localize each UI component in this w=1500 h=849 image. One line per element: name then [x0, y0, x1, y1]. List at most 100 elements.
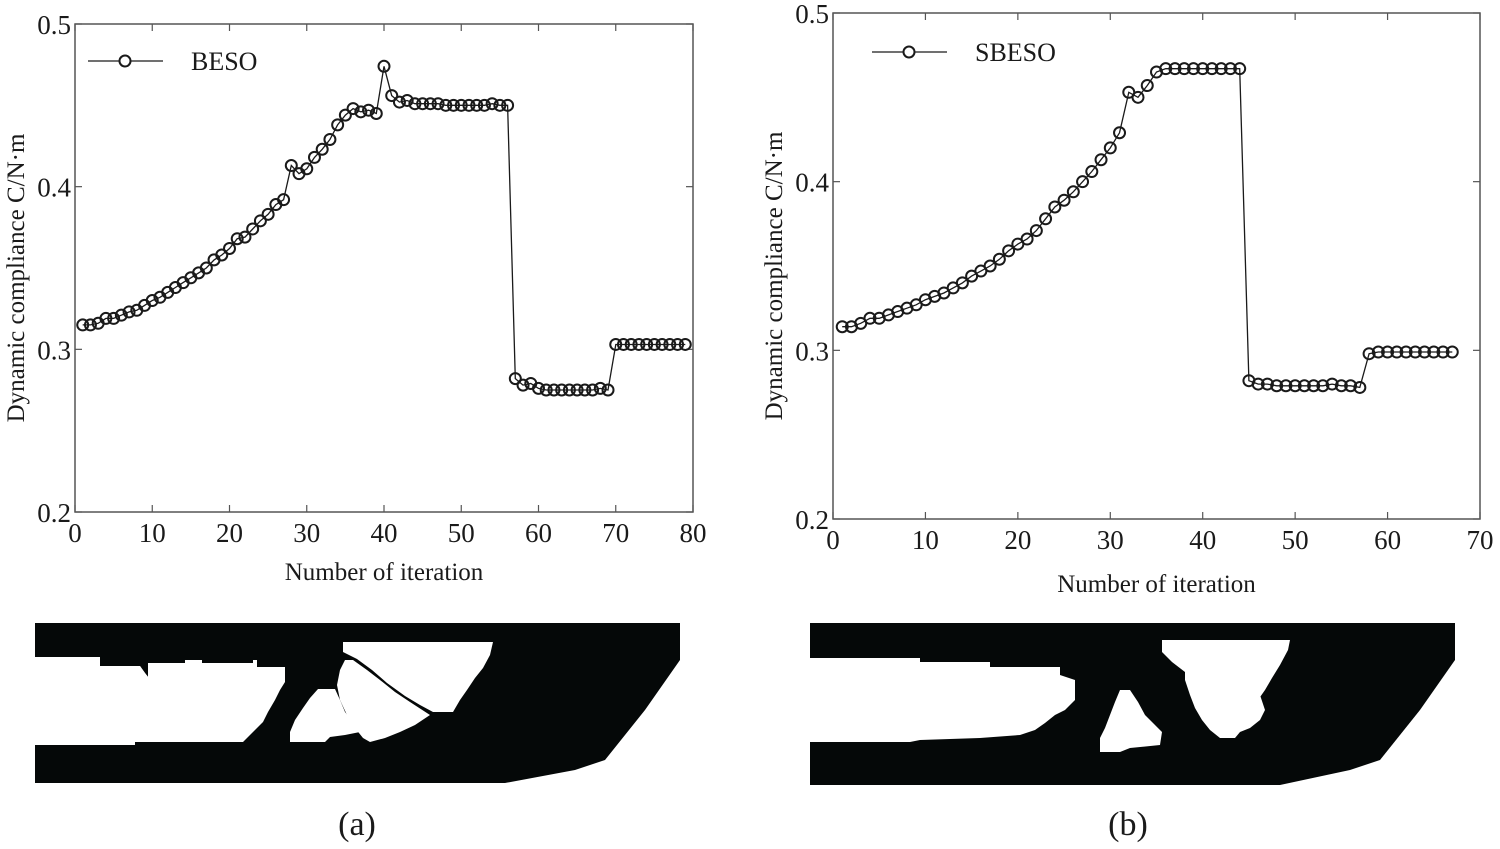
y-tick-label: 0.4: [37, 173, 71, 203]
x-tick-label: 20: [216, 518, 243, 548]
data-point-marker: [1408, 345, 1422, 359]
data-point-marker: [76, 318, 90, 332]
data-point-marker: [539, 383, 553, 397]
data-point-marker: [215, 248, 229, 262]
data-point-marker: [1177, 62, 1191, 76]
x-tick-label: 60: [1374, 525, 1401, 555]
data-point-marker: [640, 337, 654, 351]
data-point-marker: [284, 159, 298, 173]
data-point-marker: [955, 276, 969, 290]
data-point-marker: [532, 381, 545, 395]
data-point-marker: [1307, 379, 1321, 393]
data-point-marker: [508, 372, 522, 386]
x-tick-label: 0: [68, 518, 82, 548]
data-point-marker: [1048, 200, 1062, 214]
data-point-marker: [377, 59, 391, 73]
data-point-marker: [1251, 377, 1265, 391]
y-tick-label: 0.2: [795, 505, 829, 535]
data-point-marker: [1445, 345, 1459, 359]
data-point-marker: [107, 311, 121, 325]
data-point-marker: [331, 118, 345, 132]
chart-a: 0 10 20 30 40 50 60 70 80 0.2 0.3 0.4 0.5 Number of i…: [3, 10, 707, 586]
data-point-marker: [323, 132, 337, 146]
data-point-marker: [1085, 165, 1099, 179]
data-point-marker: [83, 318, 97, 332]
data-point-marker: [1270, 379, 1284, 393]
x-tick-label: 40: [371, 518, 398, 548]
caption-b: (b): [1108, 806, 1148, 843]
beso-topology-image: [35, 620, 683, 785]
data-point-marker: [199, 261, 213, 275]
data-point-marker: [1325, 377, 1339, 391]
data-point-marker: [1279, 379, 1293, 393]
data-point-marker: [99, 311, 113, 325]
data-point-marker: [678, 337, 692, 351]
y-axis-label: Dynamic compliance C/N·m: [761, 131, 788, 420]
data-point-marker: [1362, 347, 1376, 361]
data-point-marker: [1233, 62, 1247, 76]
data-point-marker: [454, 98, 468, 112]
data-point-marker: [1214, 62, 1228, 76]
data-point-marker: [261, 207, 275, 221]
legend-marker-icon: [902, 45, 916, 59]
data-point-marker: [1316, 379, 1330, 393]
data-point-marker: [253, 214, 267, 228]
x-tick-label: 50: [1282, 525, 1309, 555]
x-axis-label: Number of iteration: [1057, 571, 1256, 598]
data-point-marker: [1094, 153, 1108, 167]
data-point-marker: [315, 142, 329, 156]
data-point-marker: [114, 308, 128, 322]
x-tick-label: 60: [525, 518, 552, 548]
data-point-marker: [547, 383, 561, 397]
data-point-marker: [300, 162, 314, 176]
data-point-marker: [601, 383, 615, 397]
data-point-marker: [246, 222, 260, 236]
series-line: [82, 66, 686, 391]
data-point-marker: [1353, 380, 1367, 394]
legend: BESO: [88, 47, 257, 76]
caption-a: (a): [338, 806, 376, 843]
y-axis-label: Dynamic compliance C/N·m: [3, 133, 30, 422]
y-tick-label: 0.4: [795, 168, 829, 198]
x-tick-label: 10: [139, 518, 166, 548]
plot-frame: [74, 23, 694, 513]
data-point-marker: [462, 98, 476, 112]
data-point-marker: [1020, 232, 1034, 246]
data-point-marker: [439, 98, 453, 112]
x-tick-label: 30: [1097, 525, 1124, 555]
data-point-marker: [493, 98, 507, 112]
data-point-marker: [122, 305, 136, 319]
topology-structure-b: [810, 620, 1458, 785]
data-point-marker: [593, 381, 607, 395]
data-point-marker: [423, 97, 437, 111]
x-tick-label: 70: [602, 518, 629, 548]
data-point-marker: [1039, 212, 1053, 226]
y-tick-label: 0.5: [795, 0, 829, 29]
sbeso-topology-image: [810, 620, 1458, 785]
data-point-marker: [392, 95, 406, 109]
x-tick-label: 70: [1467, 525, 1494, 555]
data-point-marker: [223, 241, 236, 255]
data-point-marker: [1223, 62, 1237, 76]
x-tick-label: 0: [826, 525, 840, 555]
data-point-marker: [230, 232, 244, 246]
data-point-marker: [1196, 62, 1210, 76]
data-point-marker: [516, 378, 530, 392]
y-tick-label: 0.2: [37, 498, 71, 528]
legend: SBESO: [872, 38, 1056, 67]
y-tick-label: 0.5: [37, 10, 71, 40]
topology-structure-a: [35, 620, 683, 785]
chart-b: 0 10 20 30 40 50 60 70 0.2 0.3 0.4 0.5 Number of ite…: [761, 0, 1494, 598]
data-point-marker: [307, 150, 321, 164]
data-point-marker: [1399, 345, 1413, 359]
data-point-marker: [431, 97, 445, 111]
legend-marker-icon: [118, 54, 132, 68]
data-point-marker: [408, 97, 422, 111]
data-point-marker: [1371, 345, 1385, 359]
data-point-marker: [1436, 345, 1450, 359]
data-point-marker: [1390, 345, 1404, 359]
x-axis-label: Number of iteration: [285, 559, 484, 586]
x-tick-label: 10: [912, 525, 939, 555]
data-point-marker: [1418, 345, 1432, 359]
y-tick-label: 0.3: [37, 335, 71, 365]
